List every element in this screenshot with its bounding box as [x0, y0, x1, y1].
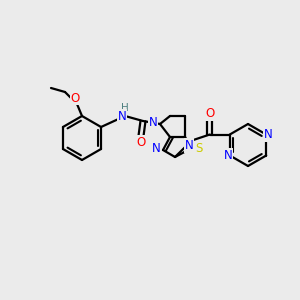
- Text: N: N: [224, 149, 232, 162]
- Text: O: O: [70, 92, 80, 104]
- Text: N: N: [184, 139, 193, 152]
- Text: H: H: [121, 103, 129, 113]
- Text: N: N: [264, 128, 273, 141]
- Text: S: S: [195, 142, 203, 154]
- Text: H: H: [195, 146, 203, 155]
- Text: O: O: [136, 136, 146, 148]
- Text: O: O: [205, 107, 214, 120]
- Text: N: N: [118, 110, 126, 122]
- Text: N: N: [152, 142, 160, 155]
- Text: N: N: [148, 116, 158, 130]
